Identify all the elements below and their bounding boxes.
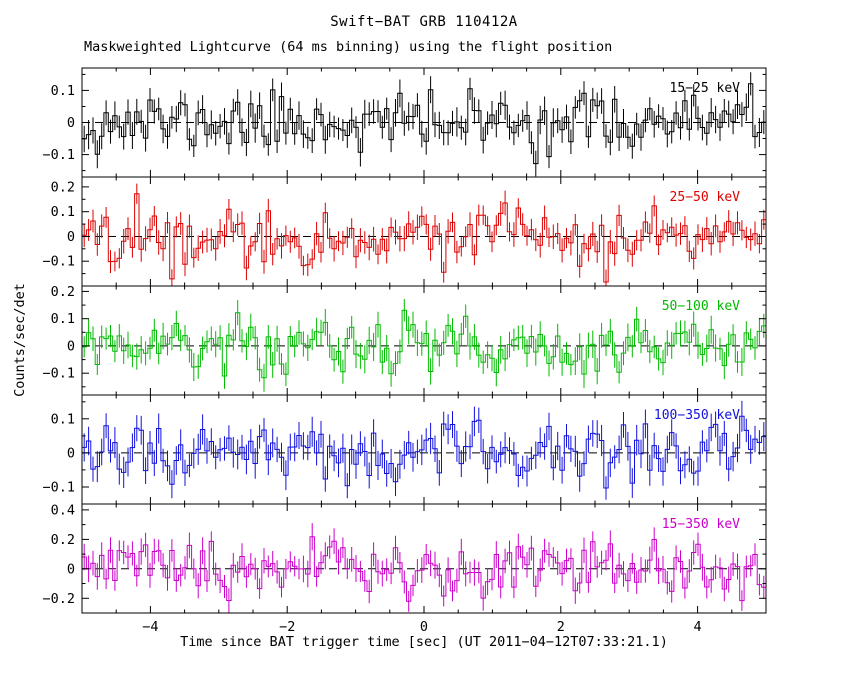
panel-1: −0.1 0 0.1 0.2 — [42, 176, 767, 287]
band-label-50-100-kev: 50−100 keV — [661, 299, 740, 314]
panel-4: −0.2 0 0.2 0.4 — [42, 502, 767, 614]
band-label-25-50-kev: 25−50 keV — [669, 190, 740, 205]
svg-text:0: 0 — [67, 229, 75, 245]
svg-text:−2: −2 — [279, 619, 295, 635]
panel-0: −0.1 0 0.1 — [42, 67, 767, 178]
svg-text:−0.1: −0.1 — [42, 480, 75, 496]
band-label-100-350-kev: 100−350 keV — [653, 408, 740, 423]
panel-2-series — [82, 299, 766, 392]
svg-text:−0.1: −0.1 — [42, 366, 75, 382]
panel-2: −0.1 0 0.1 0.2 — [42, 284, 767, 396]
svg-text:0: 0 — [67, 338, 75, 354]
panel-3-series — [82, 400, 766, 500]
panel-4-series — [82, 523, 766, 613]
panel-3: −0.1 0 0.1 — [42, 394, 767, 505]
svg-text:2: 2 — [557, 619, 565, 635]
svg-text:0.2: 0.2 — [51, 284, 75, 300]
svg-text:−4: −4 — [142, 619, 158, 635]
band-label-15-350-kev: 15−350 keV — [661, 517, 740, 532]
svg-text:0.2: 0.2 — [51, 532, 75, 548]
svg-text:0.4: 0.4 — [51, 502, 75, 518]
x-axis-label: Time since BAT trigger time [sec] (UT 20… — [180, 634, 668, 650]
panel-0-series — [82, 72, 766, 177]
svg-text:0: 0 — [67, 561, 75, 577]
chart-subtitle: Maskweighted Lightcurve (64 ms binning) … — [84, 39, 613, 55]
svg-text:0.1: 0.1 — [51, 311, 75, 327]
svg-text:0.1: 0.1 — [51, 411, 75, 427]
svg-text:−0.1: −0.1 — [42, 254, 75, 270]
svg-text:4: 4 — [694, 619, 702, 635]
svg-text:−0.2: −0.2 — [42, 591, 75, 607]
chart-title: Swift−BAT GRB 110412A — [330, 14, 518, 30]
svg-text:0: 0 — [420, 619, 428, 635]
svg-text:0.1: 0.1 — [51, 83, 75, 99]
svg-text:0.1: 0.1 — [51, 204, 75, 220]
svg-text:0: 0 — [67, 115, 75, 131]
panel-1-series — [82, 183, 766, 286]
svg-text:0.2: 0.2 — [51, 179, 75, 195]
band-label-15-25-kev: 15−25 keV — [669, 81, 740, 96]
svg-text:0: 0 — [67, 445, 75, 461]
svg-text:−0.1: −0.1 — [42, 147, 75, 163]
